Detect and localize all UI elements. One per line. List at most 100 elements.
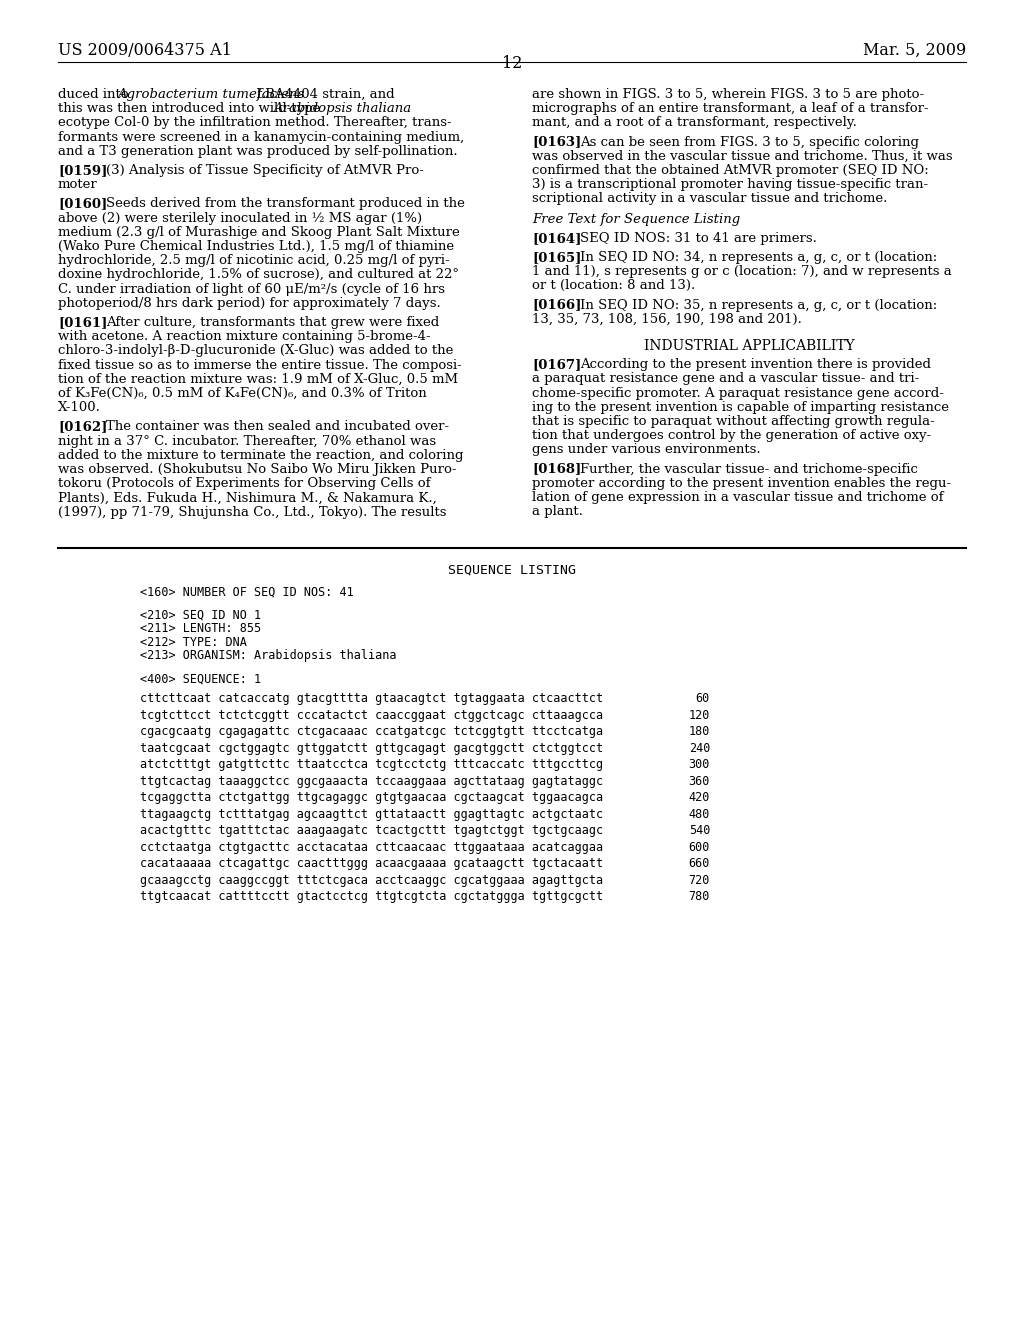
Text: <400> SEQUENCE: 1: <400> SEQUENCE: 1 <box>140 672 261 685</box>
Text: hydrochloride, 2.5 mg/l of nicotinic acid, 0.25 mg/l of pyri-: hydrochloride, 2.5 mg/l of nicotinic aci… <box>58 255 450 267</box>
Text: As can be seen from FIGS. 3 to 5, specific coloring: As can be seen from FIGS. 3 to 5, specif… <box>580 136 919 149</box>
Text: 13, 35, 73, 108, 156, 190, 198 and 201).: 13, 35, 73, 108, 156, 190, 198 and 201). <box>532 313 802 326</box>
Text: 300: 300 <box>688 759 710 771</box>
Text: 780: 780 <box>688 891 710 903</box>
Text: C. under irradiation of light of 60 μE/m²/s (cycle of 16 hrs: C. under irradiation of light of 60 μE/m… <box>58 282 445 296</box>
Text: ttagaagctg tctttatgag agcaagttct gttataactt ggagttagtc actgctaatc: ttagaagctg tctttatgag agcaagttct gttataa… <box>140 808 603 821</box>
Text: moter: moter <box>58 178 97 191</box>
Text: of K₃Fe(CN)₆, 0.5 mM of K₄Fe(CN)₆, and 0.3% of Triton: of K₃Fe(CN)₆, 0.5 mM of K₄Fe(CN)₆, and 0… <box>58 387 427 400</box>
Text: 12: 12 <box>502 55 522 73</box>
Text: SEQUENCE LISTING: SEQUENCE LISTING <box>449 564 575 577</box>
Text: 720: 720 <box>688 874 710 887</box>
Text: [0161]: [0161] <box>58 315 108 329</box>
Text: In SEQ ID NO: 34, n represents a, g, c, or t (location:: In SEQ ID NO: 34, n represents a, g, c, … <box>580 251 937 264</box>
Text: 120: 120 <box>688 709 710 722</box>
Text: confirmed that the obtained AtMVR promoter (SEQ ID NO:: confirmed that the obtained AtMVR promot… <box>532 164 929 177</box>
Text: ttgtcactag taaaggctcc ggcgaaacta tccaaggaaa agcttataag gagtataggc: ttgtcactag taaaggctcc ggcgaaacta tccaagg… <box>140 775 603 788</box>
Text: The container was then sealed and incubated over-: The container was then sealed and incuba… <box>106 420 450 433</box>
Text: ing to the present invention is capable of imparting resistance: ing to the present invention is capable … <box>532 401 949 413</box>
Text: [0160]: [0160] <box>58 198 108 210</box>
Text: are shown in FIGS. 3 to 5, wherein FIGS. 3 to 5 are photo-: are shown in FIGS. 3 to 5, wherein FIGS.… <box>532 88 924 102</box>
Text: tion that undergoes control by the generation of active oxy-: tion that undergoes control by the gener… <box>532 429 931 442</box>
Text: [0168]: [0168] <box>532 462 582 475</box>
Text: <213> ORGANISM: Arabidopsis thaliana: <213> ORGANISM: Arabidopsis thaliana <box>140 649 396 663</box>
Text: medium (2.3 g/l of Murashige and Skoog Plant Salt Mixture: medium (2.3 g/l of Murashige and Skoog P… <box>58 226 460 239</box>
Text: Mar. 5, 2009: Mar. 5, 2009 <box>863 42 966 59</box>
Text: tcgtcttcct tctctcggtt cccatactct caaccggaat ctggctcagc cttaaagcca: tcgtcttcct tctctcggtt cccatactct caaccgg… <box>140 709 603 722</box>
Text: 420: 420 <box>688 792 710 804</box>
Text: fixed tissue so as to immerse the entire tissue. The composi-: fixed tissue so as to immerse the entire… <box>58 359 462 372</box>
Text: According to the present invention there is provided: According to the present invention there… <box>580 358 931 371</box>
Text: above (2) were sterilely inoculated in ½ MS agar (1%): above (2) were sterilely inoculated in ½… <box>58 211 422 224</box>
Text: atctctttgt gatgttcttc ttaatcctca tcgtcctctg tttcaccatc tttgccttcg: atctctttgt gatgttcttc ttaatcctca tcgtcct… <box>140 759 603 771</box>
Text: was observed in the vascular tissue and trichome. Thus, it was: was observed in the vascular tissue and … <box>532 149 952 162</box>
Text: 540: 540 <box>688 825 710 837</box>
Text: formants were screened in a kanamycin-containing medium,: formants were screened in a kanamycin-co… <box>58 131 464 144</box>
Text: gens under various environments.: gens under various environments. <box>532 444 761 457</box>
Text: 240: 240 <box>688 742 710 755</box>
Text: [0162]: [0162] <box>58 420 108 433</box>
Text: a paraquat resistance gene and a vascular tissue- and tri-: a paraquat resistance gene and a vascula… <box>532 372 920 385</box>
Text: cctctaatga ctgtgacttc acctacataa cttcaacaac ttggaataaa acatcaggaa: cctctaatga ctgtgacttc acctacataa cttcaac… <box>140 841 603 854</box>
Text: tokoru (Protocols of Experiments for Observing Cells of: tokoru (Protocols of Experiments for Obs… <box>58 478 430 490</box>
Text: micrographs of an entire transformant, a leaf of a transfor-: micrographs of an entire transformant, a… <box>532 102 929 115</box>
Text: [0164]: [0164] <box>532 232 582 244</box>
Text: night in a 37° C. incubator. Thereafter, 70% ethanol was: night in a 37° C. incubator. Thereafter,… <box>58 434 436 447</box>
Text: [0167]: [0167] <box>532 358 582 371</box>
Text: <160> NUMBER OF SEQ ID NOS: 41: <160> NUMBER OF SEQ ID NOS: 41 <box>140 586 353 599</box>
Text: (3) Analysis of Tissue Specificity of AtMVR Pro-: (3) Analysis of Tissue Specificity of At… <box>106 164 424 177</box>
Text: promoter according to the present invention enables the regu-: promoter according to the present invent… <box>532 477 951 490</box>
Text: chome-specific promoter. A paraquat resistance gene accord-: chome-specific promoter. A paraquat resi… <box>532 387 944 400</box>
Text: was observed. (Shokubutsu No Saibo Wo Miru Jikken Puro-: was observed. (Shokubutsu No Saibo Wo Mi… <box>58 463 457 477</box>
Text: 180: 180 <box>688 726 710 738</box>
Text: 480: 480 <box>688 808 710 821</box>
Text: LBA4404 strain, and: LBA4404 strain, and <box>252 88 394 102</box>
Text: tion of the reaction mixture was: 1.9 mM of X-Gluc, 0.5 mM: tion of the reaction mixture was: 1.9 mM… <box>58 372 458 385</box>
Text: duced into: duced into <box>58 88 133 102</box>
Text: with acetone. A reaction mixture containing 5-brome-4-: with acetone. A reaction mixture contain… <box>58 330 431 343</box>
Text: Plants), Eds. Fukuda H., Nishimura M., & Nakamura K.,: Plants), Eds. Fukuda H., Nishimura M., &… <box>58 491 437 504</box>
Text: [0159]: [0159] <box>58 164 108 177</box>
Text: and a T3 generation plant was produced by self-pollination.: and a T3 generation plant was produced b… <box>58 145 458 158</box>
Text: taatcgcaat cgctggagtc gttggatctt gttgcagagt gacgtggctt ctctggtcct: taatcgcaat cgctggagtc gttggatctt gttgcag… <box>140 742 603 755</box>
Text: 60: 60 <box>695 693 710 705</box>
Text: doxine hydrochloride, 1.5% of sucrose), and cultured at 22°: doxine hydrochloride, 1.5% of sucrose), … <box>58 268 459 281</box>
Text: chloro-3-indolyl-β-D-glucuronide (X-Gluc) was added to the: chloro-3-indolyl-β-D-glucuronide (X-Gluc… <box>58 345 454 358</box>
Text: Arabidopsis thaliana: Arabidopsis thaliana <box>273 102 412 115</box>
Text: [0165]: [0165] <box>532 251 582 264</box>
Text: that is specific to paraquat without affecting growth regula-: that is specific to paraquat without aff… <box>532 414 935 428</box>
Text: cgacgcaatg cgagagattc ctcgacaaac ccatgatcgc tctcggtgtt ttcctcatga: cgacgcaatg cgagagattc ctcgacaaac ccatgat… <box>140 726 603 738</box>
Text: Further, the vascular tissue- and trichome-specific: Further, the vascular tissue- and tricho… <box>580 462 918 475</box>
Text: In SEQ ID NO: 35, n represents a, g, c, or t (location:: In SEQ ID NO: 35, n represents a, g, c, … <box>580 298 937 312</box>
Text: lation of gene expression in a vascular tissue and trichome of: lation of gene expression in a vascular … <box>532 491 943 504</box>
Text: US 2009/0064375 A1: US 2009/0064375 A1 <box>58 42 231 59</box>
Text: [0163]: [0163] <box>532 136 582 149</box>
Text: added to the mixture to terminate the reaction, and coloring: added to the mixture to terminate the re… <box>58 449 464 462</box>
Text: Free Text for Sequence Listing: Free Text for Sequence Listing <box>532 213 740 226</box>
Text: X-100.: X-100. <box>58 401 101 414</box>
Text: <212> TYPE: DNA: <212> TYPE: DNA <box>140 636 247 648</box>
Text: INDUSTRIAL APPLICABILITY: INDUSTRIAL APPLICABILITY <box>644 339 854 352</box>
Text: [0166]: [0166] <box>532 298 582 312</box>
Text: photoperiod/8 hrs dark period) for approximately 7 days.: photoperiod/8 hrs dark period) for appro… <box>58 297 440 310</box>
Text: (1997), pp 71-79, Shujunsha Co., Ltd., Tokyo). The results: (1997), pp 71-79, Shujunsha Co., Ltd., T… <box>58 506 446 519</box>
Text: (Wako Pure Chemical Industries Ltd.), 1.5 mg/l of thiamine: (Wako Pure Chemical Industries Ltd.), 1.… <box>58 240 454 253</box>
Text: 600: 600 <box>688 841 710 854</box>
Text: <211> LENGTH: 855: <211> LENGTH: 855 <box>140 622 261 635</box>
Text: After culture, transformants that grew were fixed: After culture, transformants that grew w… <box>106 315 439 329</box>
Text: scriptional activity in a vascular tissue and trichome.: scriptional activity in a vascular tissu… <box>532 193 888 206</box>
Text: a plant.: a plant. <box>532 506 583 519</box>
Text: Seeds derived from the transformant produced in the: Seeds derived from the transformant prod… <box>106 198 465 210</box>
Text: 360: 360 <box>688 775 710 788</box>
Text: 3) is a transcriptional promoter having tissue-specific tran-: 3) is a transcriptional promoter having … <box>532 178 928 191</box>
Text: mant, and a root of a transformant, respectively.: mant, and a root of a transformant, resp… <box>532 116 857 129</box>
Text: Agrobacterium tumefaciens: Agrobacterium tumefaciens <box>117 88 304 102</box>
Text: 1 and 11), s represents g or c (location: 7), and w represents a: 1 and 11), s represents g or c (location… <box>532 265 951 279</box>
Text: SEQ ID NOS: 31 to 41 are primers.: SEQ ID NOS: 31 to 41 are primers. <box>580 232 817 244</box>
Text: 660: 660 <box>688 858 710 870</box>
Text: tcgaggctta ctctgattgg ttgcagaggc gtgtgaacaa cgctaagcat tggaacagca: tcgaggctta ctctgattgg ttgcagaggc gtgtgaa… <box>140 792 603 804</box>
Text: gcaaagcctg caaggccggt tttctcgaca acctcaaggc cgcatggaaa agagttgcta: gcaaagcctg caaggccggt tttctcgaca acctcaa… <box>140 874 603 887</box>
Text: cacataaaaa ctcagattgc caactttggg acaacgaaaa gcataagctt tgctacaatt: cacataaaaa ctcagattgc caactttggg acaacga… <box>140 858 603 870</box>
Text: ttgtcaacat cattttcctt gtactcctcg ttgtcgtcta cgctatggga tgttgcgctt: ttgtcaacat cattttcctt gtactcctcg ttgtcgt… <box>140 891 603 903</box>
Text: cttcttcaat catcaccatg gtacgtttta gtaacagtct tgtaggaata ctcaacttct: cttcttcaat catcaccatg gtacgtttta gtaacag… <box>140 693 603 705</box>
